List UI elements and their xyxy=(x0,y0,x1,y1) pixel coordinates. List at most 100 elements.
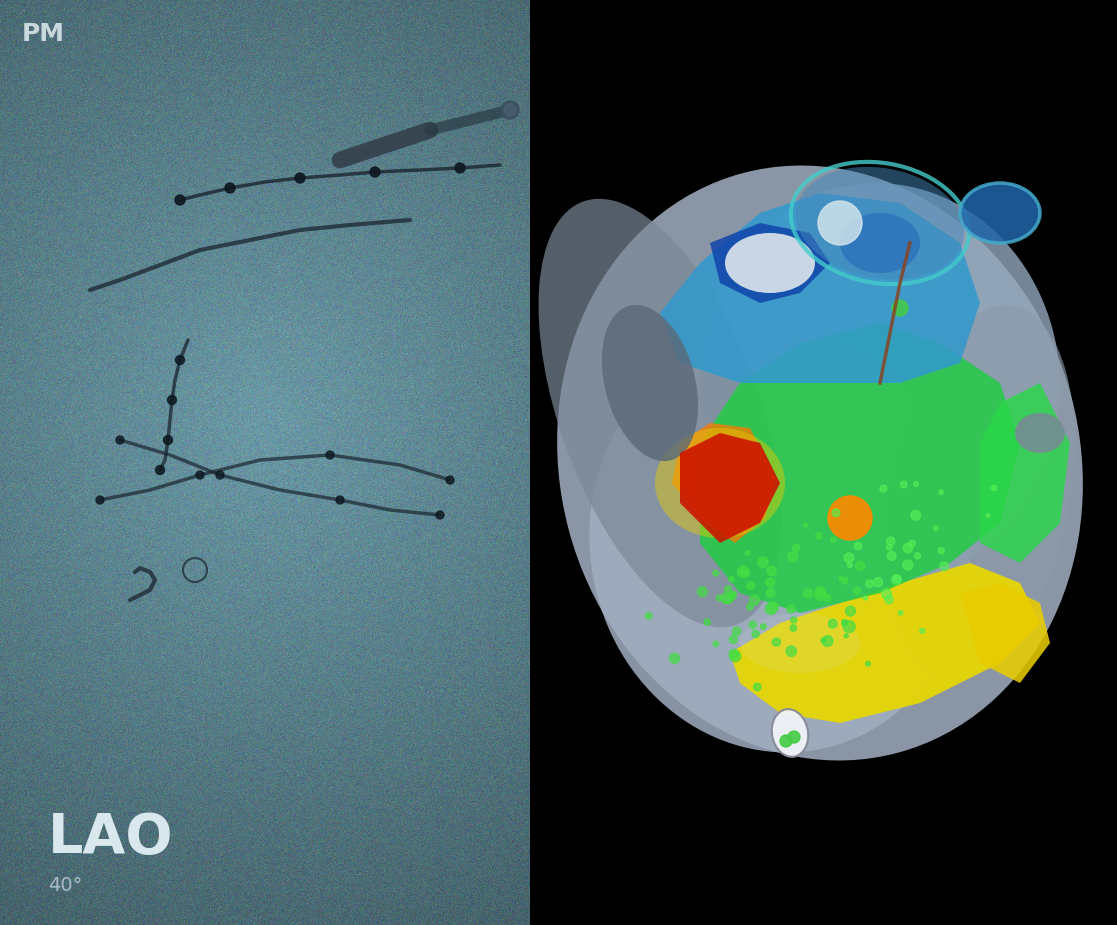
Circle shape xyxy=(909,540,915,547)
Circle shape xyxy=(832,509,840,517)
Circle shape xyxy=(823,595,831,601)
Circle shape xyxy=(894,575,900,582)
Circle shape xyxy=(903,560,913,570)
Circle shape xyxy=(772,638,781,647)
Circle shape xyxy=(502,101,519,119)
Circle shape xyxy=(885,596,894,604)
Text: PM: PM xyxy=(22,22,65,46)
Circle shape xyxy=(720,593,732,604)
Circle shape xyxy=(844,634,848,638)
Circle shape xyxy=(843,621,856,633)
Circle shape xyxy=(745,550,750,555)
Text: LAO: LAO xyxy=(48,811,173,865)
Polygon shape xyxy=(731,563,1040,723)
Polygon shape xyxy=(710,223,830,303)
Ellipse shape xyxy=(772,709,809,757)
Circle shape xyxy=(900,481,907,487)
Circle shape xyxy=(750,621,756,628)
Circle shape xyxy=(729,635,737,644)
Circle shape xyxy=(336,496,344,504)
Circle shape xyxy=(873,577,882,586)
Ellipse shape xyxy=(602,305,698,462)
Circle shape xyxy=(216,471,225,479)
Circle shape xyxy=(455,163,465,173)
Circle shape xyxy=(787,731,800,743)
Circle shape xyxy=(725,586,732,593)
Polygon shape xyxy=(660,193,980,383)
Circle shape xyxy=(915,552,920,559)
Circle shape xyxy=(815,586,825,597)
Polygon shape xyxy=(960,583,1050,683)
Circle shape xyxy=(295,173,305,183)
Circle shape xyxy=(761,623,766,629)
Bar xyxy=(529,0,1117,925)
Circle shape xyxy=(713,641,718,647)
Ellipse shape xyxy=(557,166,1082,760)
Circle shape xyxy=(96,496,104,504)
Ellipse shape xyxy=(590,334,971,752)
Circle shape xyxy=(742,569,750,577)
Circle shape xyxy=(729,650,741,661)
Circle shape xyxy=(446,476,454,484)
Circle shape xyxy=(828,496,872,540)
Circle shape xyxy=(887,537,895,546)
Circle shape xyxy=(914,482,918,487)
Circle shape xyxy=(815,533,822,539)
Circle shape xyxy=(225,183,235,193)
Circle shape xyxy=(175,195,185,205)
Circle shape xyxy=(855,542,861,549)
Polygon shape xyxy=(680,433,780,543)
Circle shape xyxy=(818,201,862,245)
Circle shape xyxy=(155,465,164,475)
Ellipse shape xyxy=(700,183,1060,583)
Circle shape xyxy=(504,104,516,116)
Circle shape xyxy=(934,526,938,530)
Circle shape xyxy=(786,605,795,613)
Circle shape xyxy=(116,436,124,444)
Circle shape xyxy=(822,635,833,647)
Circle shape xyxy=(839,576,843,581)
Circle shape xyxy=(175,355,184,364)
Ellipse shape xyxy=(739,613,860,673)
Circle shape xyxy=(765,578,774,586)
Circle shape xyxy=(803,523,808,527)
Polygon shape xyxy=(980,383,1070,563)
Circle shape xyxy=(848,562,852,567)
Circle shape xyxy=(725,595,733,603)
Circle shape xyxy=(766,588,775,598)
Circle shape xyxy=(746,582,754,590)
Circle shape xyxy=(803,588,813,598)
Circle shape xyxy=(938,548,944,554)
Circle shape xyxy=(713,570,718,576)
Circle shape xyxy=(765,603,776,614)
Circle shape xyxy=(704,619,710,625)
Circle shape xyxy=(887,545,892,550)
Circle shape xyxy=(853,587,860,595)
Circle shape xyxy=(646,612,652,619)
Circle shape xyxy=(732,591,736,597)
Circle shape xyxy=(754,684,761,691)
Circle shape xyxy=(880,485,887,492)
Circle shape xyxy=(829,620,837,628)
Circle shape xyxy=(766,566,776,575)
Circle shape xyxy=(846,606,856,616)
Text: 40°: 40° xyxy=(48,876,83,895)
Circle shape xyxy=(898,610,903,615)
Circle shape xyxy=(729,649,738,659)
Circle shape xyxy=(697,586,707,597)
Circle shape xyxy=(791,617,796,623)
Circle shape xyxy=(910,511,920,520)
Circle shape xyxy=(904,543,913,553)
Circle shape xyxy=(939,490,943,494)
Circle shape xyxy=(887,551,896,561)
Circle shape xyxy=(728,576,734,582)
Circle shape xyxy=(814,588,827,600)
Circle shape xyxy=(866,580,873,587)
Circle shape xyxy=(757,557,768,567)
Circle shape xyxy=(195,471,204,479)
Circle shape xyxy=(746,603,753,610)
Circle shape xyxy=(786,646,796,657)
Ellipse shape xyxy=(960,183,1040,243)
Circle shape xyxy=(436,511,443,519)
Circle shape xyxy=(733,627,741,635)
